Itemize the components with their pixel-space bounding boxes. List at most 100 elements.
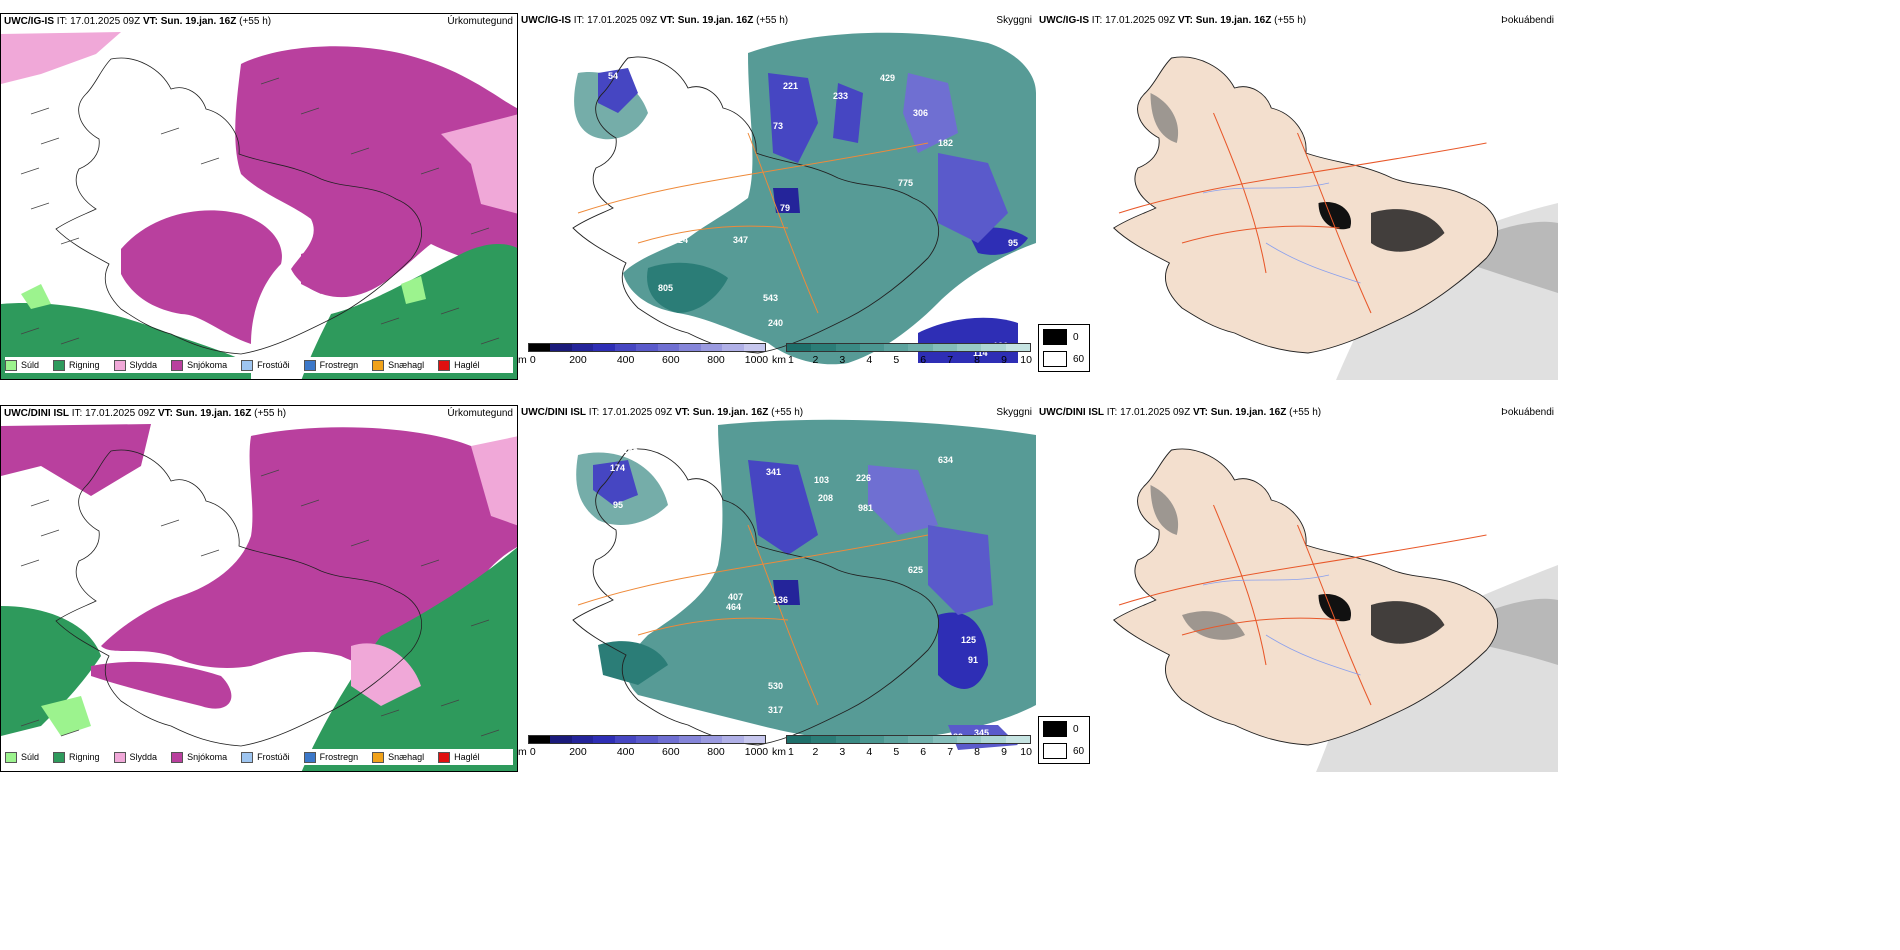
legend-item: Frostregn (303, 359, 358, 371)
legend-item: Frostúði (241, 359, 290, 371)
panel-header: UWC/IG-IS IT: 17.01.2025 09Z VT: Sun. 19… (521, 15, 1032, 29)
visibility-unit: km (772, 354, 786, 366)
valid-time: Sun. 19.jan. 16Z (1195, 15, 1272, 26)
tick-label: 800 (707, 354, 725, 366)
tick-label: 3 (839, 354, 846, 366)
visibility-unit: km (772, 746, 786, 758)
tick-label: 600 (662, 354, 680, 366)
panel-title: Úrkomutegund (447, 16, 513, 27)
lead-time: (+55 h) (756, 15, 789, 26)
issue-time: 17.01.2025 09Z (85, 408, 156, 419)
tick-label: 2 (812, 746, 819, 758)
panel-header: UWC/DINI ISL IT: 17.01.2025 09Z VT: Sun.… (4, 408, 513, 422)
tick-label: 1000 (744, 354, 769, 366)
legend-item: Slydda (113, 359, 157, 371)
tick-label: 2 (812, 354, 819, 366)
tick-label: 3 (839, 746, 846, 758)
tick-label: 10 (1020, 354, 1032, 366)
panel-header: UWC/DINI ISL IT: 17.01.2025 09Z VT: Sun.… (1039, 407, 1554, 421)
panel-title: Skyggni (996, 407, 1032, 418)
fog-legend: 0 60 (1038, 324, 1090, 372)
tick-label: 9 (1001, 354, 1007, 366)
precip-legend: Súld Rigning Slydda Snjókoma Frostúði Fr… (5, 357, 513, 373)
legend-item: Haglél (438, 751, 480, 763)
valid-time: Sun. 19.jan. 16Z (1210, 407, 1287, 418)
tick-label: 200 (569, 354, 587, 366)
legend-item: Haglél (438, 359, 480, 371)
legend-item: Frostregn (303, 751, 358, 763)
cloud-map (518, 13, 1036, 380)
tick-label: 0 (529, 354, 536, 366)
lead-time: (+55 h) (1289, 407, 1322, 418)
legend-item: Rigning (53, 359, 100, 371)
legend-item: Frostúði (241, 751, 290, 763)
legend-item: Snæhagl (372, 751, 424, 763)
tick-label: 1 (787, 746, 794, 758)
legend-item: Snjókoma (171, 751, 227, 763)
fog-panel-top: UWC/IG-IS IT: 17.01.2025 09Z VT: Sun. 19… (1036, 13, 1558, 380)
tick-label: 4 (866, 354, 873, 366)
cloud-base-colorbar: m 0 200 400 600 800 1000 (518, 343, 769, 377)
fog-map (1036, 405, 1558, 772)
tick-label: 6 (920, 354, 927, 366)
tick-label: 4 (866, 746, 873, 758)
model-name: UWC/IG-IS (4, 16, 54, 27)
precip-panel-bottom: UWC/DINI ISL IT: 17.01.2025 09Z VT: Sun.… (0, 405, 518, 772)
legend-item: Slydda (113, 751, 157, 763)
tick-label: 8 (974, 746, 981, 758)
tick-label: 8 (974, 354, 981, 366)
tick-label: 400 (616, 354, 635, 366)
tick-label: 5 (893, 354, 900, 366)
model-name: UWC/IG-IS (1039, 15, 1089, 26)
cloud-base-unit: m (518, 354, 527, 366)
valid-time: Sun. 19.jan. 16Z (175, 408, 252, 419)
panel-title: Skyggni (996, 15, 1032, 26)
precip-map (1, 14, 517, 379)
visibility-colorbar: km 1 2 3 4 5 6 7 8 9 10 (772, 735, 1032, 769)
lead-time: (+55 h) (771, 407, 804, 418)
visibility-colorbar: km 1 2 3 4 5 6 7 8 9 10 (772, 343, 1032, 377)
panel-header: UWC/IG-IS IT: 17.01.2025 09Z VT: Sun. 19… (1039, 15, 1554, 29)
fog-map (1036, 13, 1558, 380)
tick-label: 0 (529, 746, 536, 758)
valid-time: Sun. 19.jan. 16Z (692, 407, 769, 418)
fog-panel-bottom: UWC/DINI ISL IT: 17.01.2025 09Z VT: Sun.… (1036, 405, 1558, 772)
precip-legend: Súld Rigning Slydda Snjókoma Frostúði Fr… (5, 749, 513, 765)
tick-label: 400 (616, 746, 635, 758)
issue-time: 17.01.2025 09Z (602, 407, 673, 418)
precip-panel-top: UWC/IG-IS IT: 17.01.2025 09Z VT: Sun. 19… (0, 13, 518, 380)
valid-time: Sun. 19.jan. 16Z (160, 16, 237, 27)
panel-title: Úrkomutegund (447, 408, 513, 419)
legend-item: Rigning (53, 751, 100, 763)
panel-title: Þokuábendi (1501, 407, 1554, 418)
model-name: UWC/DINI ISL (4, 408, 69, 419)
legend-item: Súld (5, 359, 39, 371)
tick-label: 1 (787, 354, 794, 366)
issue-time: 17.01.2025 09Z (1120, 407, 1191, 418)
tick-label: 7 (947, 354, 954, 366)
tick-label: 800 (707, 746, 725, 758)
cloud-map (518, 405, 1036, 772)
cloud-panel-top: UWC/IG-IS IT: 17.01.2025 09Z VT: Sun. 19… (518, 13, 1036, 380)
legend-item: Súld (5, 751, 39, 763)
issue-time: 17.01.2025 09Z (587, 15, 658, 26)
tick-label: 5 (893, 746, 900, 758)
precip-map (1, 406, 517, 771)
tick-label: 7 (947, 746, 954, 758)
model-name: UWC/IG-IS (521, 15, 571, 26)
tick-label: 200 (569, 746, 587, 758)
tick-label: 9 (1001, 746, 1007, 758)
tick-label: 6 (920, 746, 927, 758)
cloud-base-unit: m (518, 746, 527, 758)
cloud-panel-bottom: UWC/DINI ISL IT: 17.01.2025 09Z VT: Sun.… (518, 405, 1036, 772)
valid-time: Sun. 19.jan. 16Z (677, 15, 754, 26)
model-name: UWC/DINI ISL (521, 407, 586, 418)
legend-item: Snjókoma (171, 359, 227, 371)
model-name: UWC/DINI ISL (1039, 407, 1104, 418)
fog-legend: 0 60 (1038, 716, 1090, 764)
legend-item: Snæhagl (372, 359, 424, 371)
tick-label: 10 (1020, 746, 1032, 758)
tick-label: 600 (662, 746, 680, 758)
panel-title: Þokuábendi (1501, 15, 1554, 26)
lead-time: (+55 h) (254, 408, 287, 419)
